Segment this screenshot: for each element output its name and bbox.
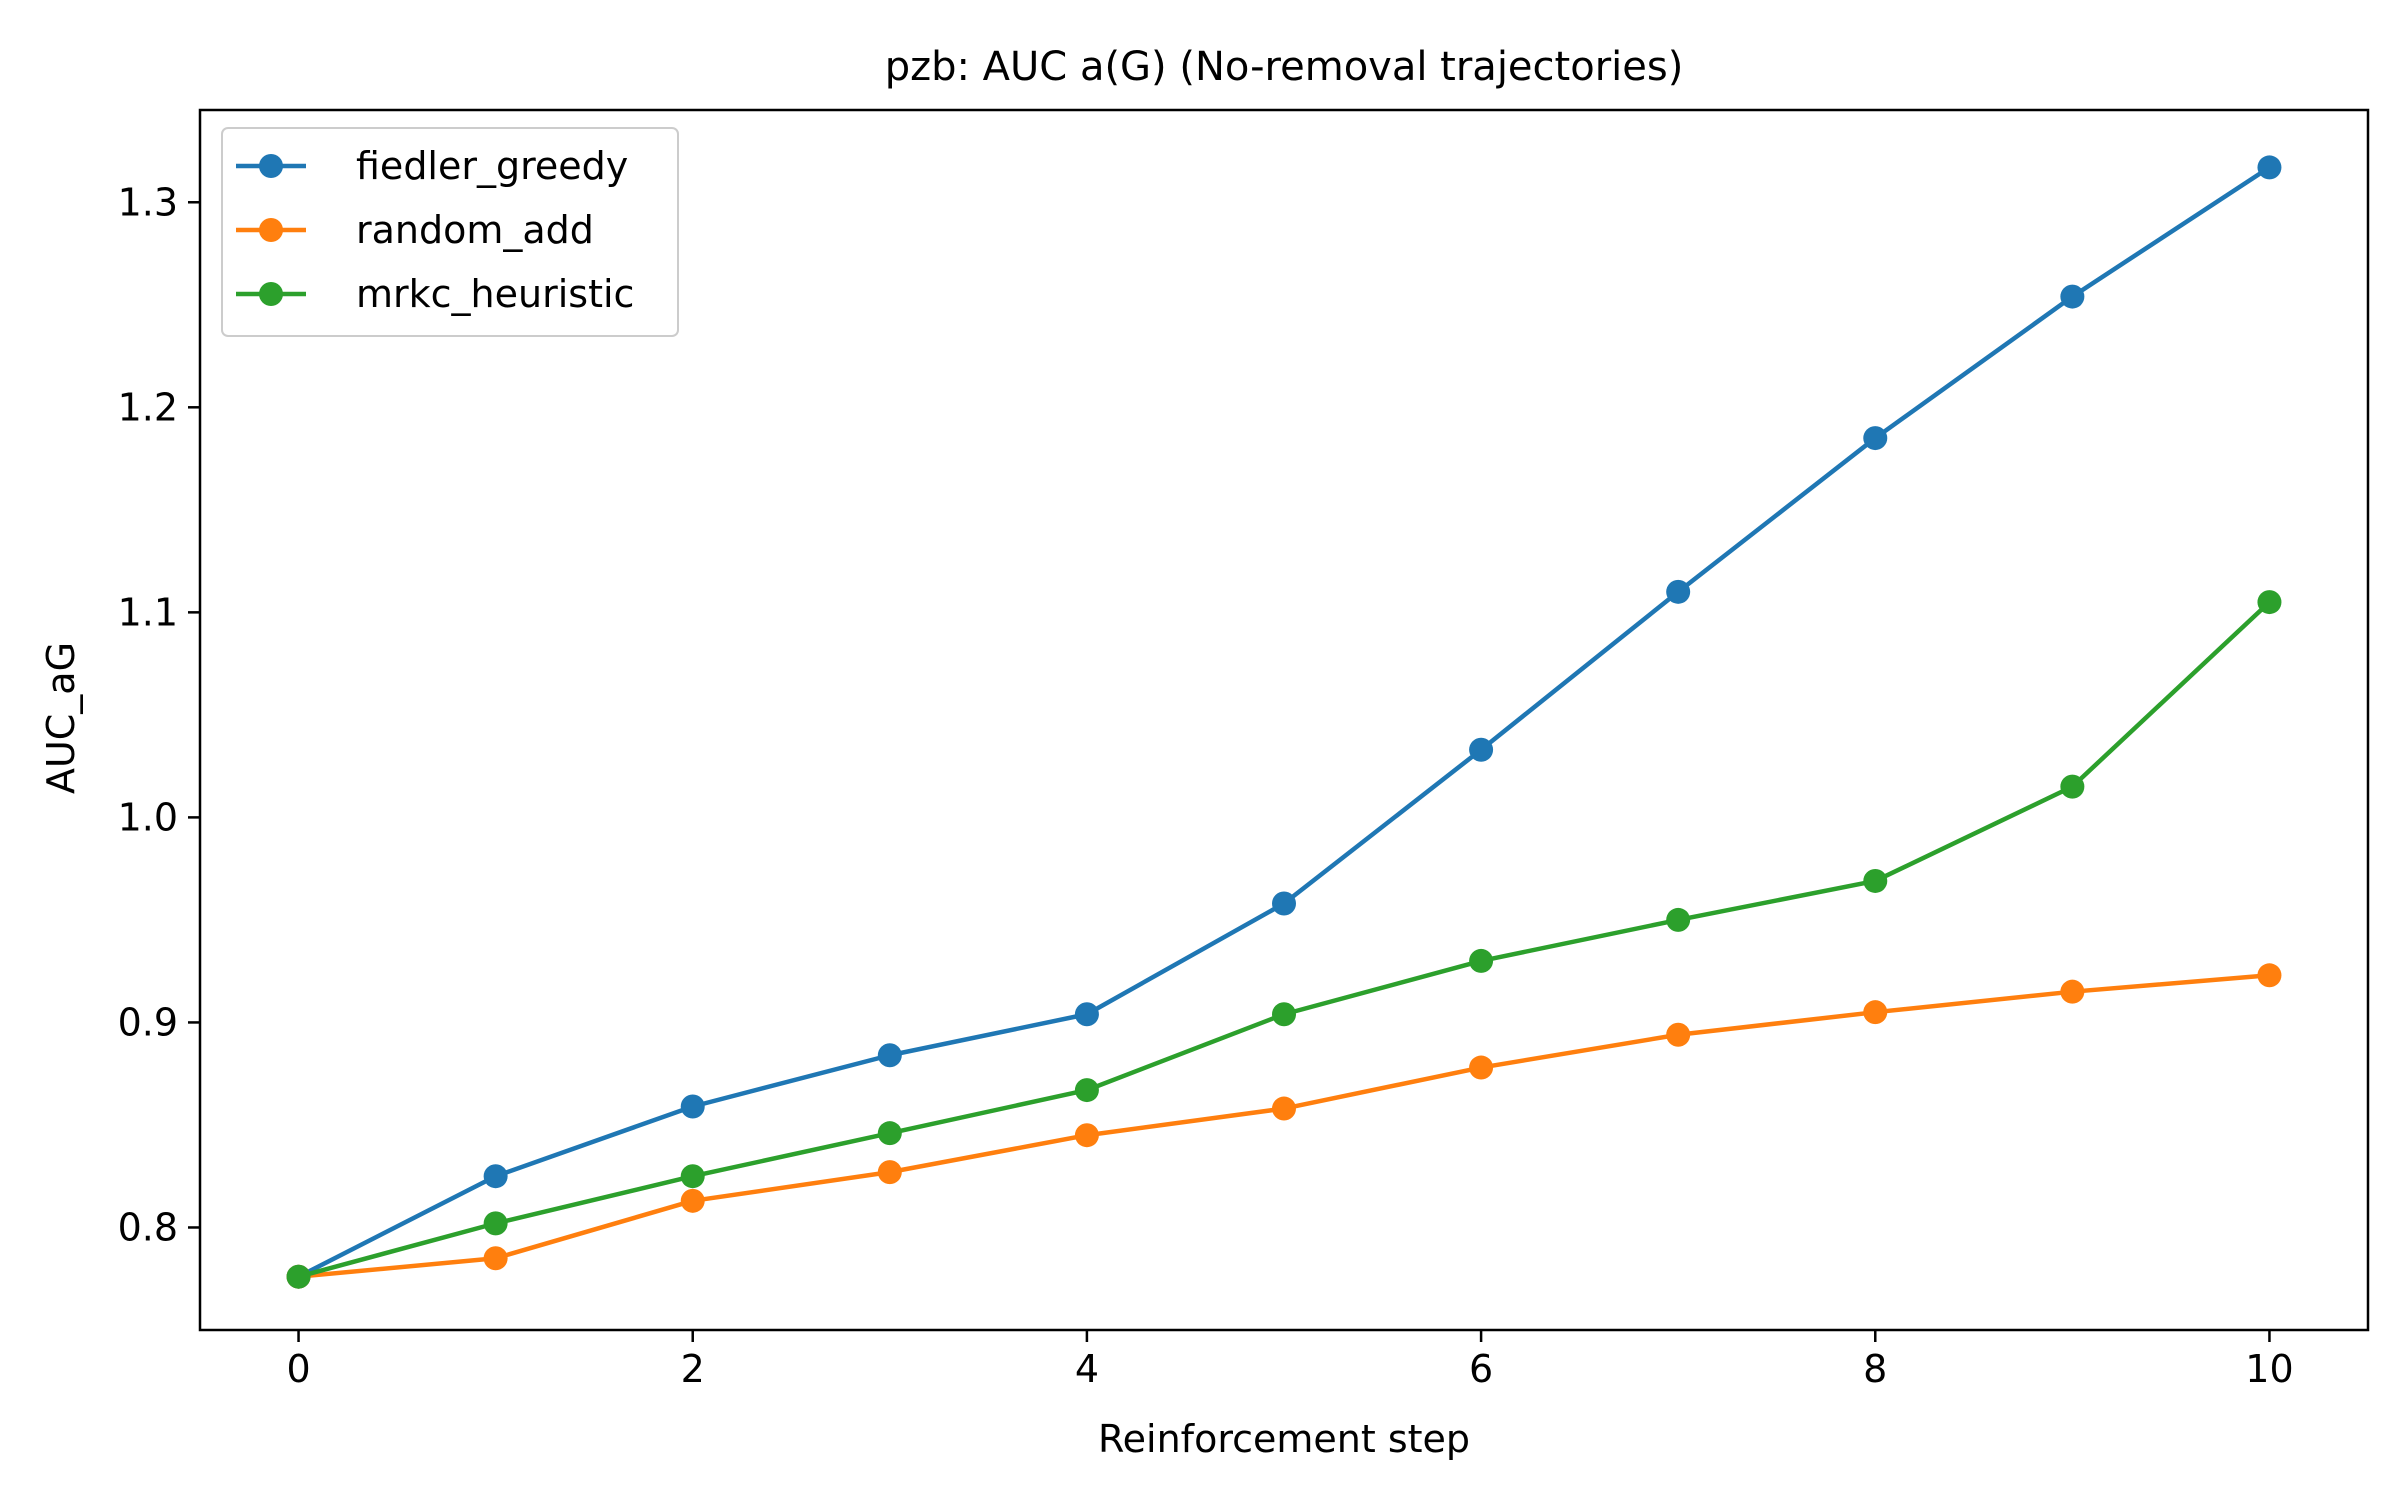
data-point: [2257, 963, 2282, 988]
y-axis-label: AUC_aG: [39, 642, 83, 794]
data-point: [1666, 579, 1691, 604]
plot-area: [286, 155, 2282, 1289]
data-point: [483, 1246, 508, 1271]
data-point: [1666, 907, 1691, 932]
data-point: [286, 1264, 311, 1289]
legend-item: fiedler_greedy: [236, 144, 628, 188]
data-point: [1272, 891, 1296, 916]
x-axis-label: Reinforcement step: [1098, 1417, 1470, 1461]
data-point: [2257, 590, 2282, 615]
data-point: [1666, 1022, 1691, 1047]
series-mrkc_heuristic: [286, 590, 2282, 1289]
data-point: [877, 1160, 902, 1185]
x-tick-label: 2: [681, 1347, 705, 1391]
x-tick-label: 6: [1469, 1347, 1493, 1391]
data-point: [1074, 1123, 1099, 1148]
axes-frame: [198, 108, 2370, 1332]
data-point: [877, 1043, 902, 1068]
legend-marker: [259, 282, 283, 306]
data-point: [483, 1211, 508, 1236]
legend-item: random_add: [236, 208, 594, 252]
y-tick-label: 0.9: [118, 1000, 178, 1044]
data-point: [2060, 284, 2085, 309]
data-point: [2060, 979, 2085, 1004]
data-point: [680, 1188, 705, 1213]
legend-label: fiedler_greedy: [356, 144, 628, 188]
data-point: [1074, 1078, 1099, 1103]
y-tick-label: 1.2: [118, 385, 178, 429]
x-tick-label: 8: [1863, 1347, 1887, 1391]
x-tick-label: 10: [2245, 1347, 2293, 1391]
legend-marker: [259, 218, 283, 242]
data-point: [680, 1094, 705, 1119]
x-tick-label: 0: [286, 1347, 310, 1391]
y-axis: 0.8 0.9 1.0 1.1 1.2 1.3: [118, 180, 200, 1249]
data-point: [1272, 1002, 1296, 1027]
chart-title: pzb: AUC a(G) (No-removal trajectories): [885, 44, 1684, 90]
legend-marker: [259, 154, 283, 178]
legend: fiedler_greedy random_add mrkc_heuristic: [221, 127, 679, 337]
data-point: [1469, 948, 1494, 973]
data-point: [2257, 155, 2282, 180]
y-tick-label: 1.0: [118, 795, 178, 839]
data-point: [680, 1164, 705, 1189]
data-point: [483, 1164, 508, 1189]
data-point: [1863, 1000, 1888, 1025]
legend-item: mrkc_heuristic: [236, 272, 634, 316]
data-point: [1863, 868, 1888, 893]
data-point: [1469, 1055, 1494, 1080]
x-axis: 0 2 4 6 8 10: [286, 1330, 2294, 1391]
x-tick-label: 4: [1075, 1347, 1099, 1391]
y-tick-label: 1.1: [118, 590, 178, 634]
data-point: [1074, 1002, 1099, 1027]
y-tick-label: 1.3: [118, 180, 178, 224]
data-point: [877, 1121, 902, 1146]
y-tick-label: 0.8: [118, 1205, 178, 1249]
data-point: [1272, 1096, 1296, 1121]
data-point: [1863, 426, 1888, 451]
legend-box: [221, 127, 679, 337]
data-point: [2060, 774, 2085, 799]
legend-label: random_add: [356, 208, 594, 252]
data-point: [1469, 737, 1494, 762]
legend-label: mrkc_heuristic: [356, 272, 634, 316]
